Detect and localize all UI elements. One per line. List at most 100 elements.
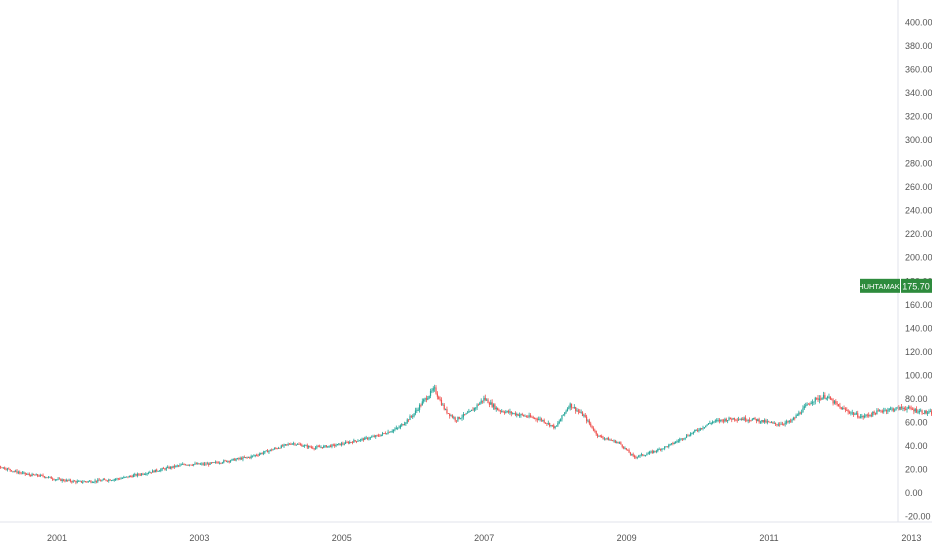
candle-body bbox=[377, 435, 380, 437]
candle-body bbox=[873, 411, 875, 413]
candle-body bbox=[533, 418, 536, 419]
candle-body bbox=[214, 461, 217, 463]
candle-body bbox=[918, 410, 920, 413]
candle-body bbox=[523, 414, 525, 416]
candle-body bbox=[766, 421, 768, 423]
candle-body bbox=[497, 407, 499, 411]
candle-body bbox=[71, 481, 73, 483]
candle-body bbox=[179, 464, 181, 466]
candle-body bbox=[405, 422, 407, 424]
candle-body bbox=[75, 481, 77, 483]
candle-body bbox=[694, 430, 696, 432]
candle-body bbox=[601, 436, 603, 438]
candle-body bbox=[491, 402, 493, 407]
candle-body bbox=[865, 414, 867, 417]
candle-body bbox=[531, 416, 533, 418]
candle-body bbox=[774, 422, 777, 425]
candle-body bbox=[843, 407, 845, 409]
candle-body bbox=[53, 479, 55, 481]
candle-body bbox=[209, 462, 211, 465]
candle-body bbox=[494, 404, 496, 410]
candle-body bbox=[724, 418, 726, 422]
candle-body bbox=[183, 464, 185, 465]
candle-body bbox=[440, 399, 443, 406]
candle-body bbox=[38, 475, 40, 477]
candle-body bbox=[817, 397, 819, 401]
candle-body bbox=[272, 449, 274, 451]
candle-body bbox=[809, 403, 811, 405]
candle-body bbox=[889, 408, 892, 410]
candle-body bbox=[720, 419, 722, 422]
candle-body bbox=[802, 408, 804, 413]
candle-body bbox=[36, 474, 39, 476]
candle-body bbox=[881, 411, 883, 412]
candle-body bbox=[443, 404, 445, 410]
candle-body bbox=[334, 444, 336, 447]
candle-body bbox=[896, 406, 899, 408]
candle-body bbox=[72, 480, 74, 483]
candle-body bbox=[117, 478, 119, 480]
candle-body bbox=[235, 459, 237, 461]
candle-body bbox=[102, 479, 104, 481]
candle-body bbox=[681, 438, 684, 440]
candle-body bbox=[91, 482, 93, 484]
candle-body bbox=[182, 464, 184, 465]
candle-body bbox=[561, 415, 563, 420]
candle-body bbox=[309, 445, 311, 448]
candle-body bbox=[550, 424, 552, 426]
candle-body bbox=[275, 448, 277, 450]
candle-body bbox=[357, 440, 359, 442]
candle-body bbox=[62, 479, 65, 481]
candle-body bbox=[388, 431, 391, 433]
candle-body bbox=[264, 451, 266, 453]
candle-body bbox=[769, 421, 771, 423]
candle-body bbox=[888, 408, 890, 411]
candle-body bbox=[894, 409, 896, 411]
candle-body bbox=[127, 476, 129, 478]
candle-body bbox=[863, 416, 866, 418]
candle-body bbox=[123, 477, 125, 479]
candle-body bbox=[837, 404, 840, 406]
candle-body bbox=[149, 472, 151, 474]
candle-body bbox=[702, 427, 704, 429]
candle-body bbox=[580, 412, 582, 414]
candle-body bbox=[728, 417, 730, 421]
candle-body bbox=[858, 417, 860, 418]
candle-body bbox=[929, 411, 931, 413]
candle-body bbox=[835, 401, 837, 404]
candle-body bbox=[850, 412, 852, 414]
candle-body bbox=[353, 440, 355, 443]
candle-body bbox=[603, 438, 606, 440]
candle-body bbox=[23, 472, 25, 474]
candle-body bbox=[614, 440, 616, 443]
candle-body bbox=[555, 425, 558, 427]
candle-body bbox=[732, 417, 734, 420]
candle-body bbox=[284, 444, 286, 446]
candle-body bbox=[806, 403, 808, 406]
candle-body bbox=[590, 423, 592, 426]
candle-body bbox=[824, 395, 826, 399]
candle-body bbox=[346, 442, 348, 443]
candle-body bbox=[855, 413, 857, 415]
candle-body bbox=[625, 447, 627, 450]
candle-body bbox=[398, 427, 400, 429]
candle-body bbox=[536, 419, 538, 420]
candle-body bbox=[136, 473, 139, 476]
candle-body bbox=[486, 399, 488, 401]
candle-body bbox=[703, 427, 705, 428]
candle-body bbox=[784, 422, 786, 425]
price-label-layer: HUHTAMAKI 175.70 bbox=[858, 278, 932, 293]
candle-body bbox=[83, 481, 85, 483]
candle-body bbox=[282, 445, 284, 447]
candle-body bbox=[631, 454, 633, 456]
candle-body bbox=[544, 422, 547, 424]
candle-body bbox=[490, 402, 492, 405]
candle-body bbox=[560, 419, 562, 422]
candle-body bbox=[455, 420, 458, 422]
candle-body bbox=[246, 457, 248, 458]
candle-body bbox=[646, 454, 648, 456]
candle-body bbox=[173, 465, 176, 468]
candle-body bbox=[6, 468, 9, 470]
candle-body bbox=[710, 423, 712, 424]
